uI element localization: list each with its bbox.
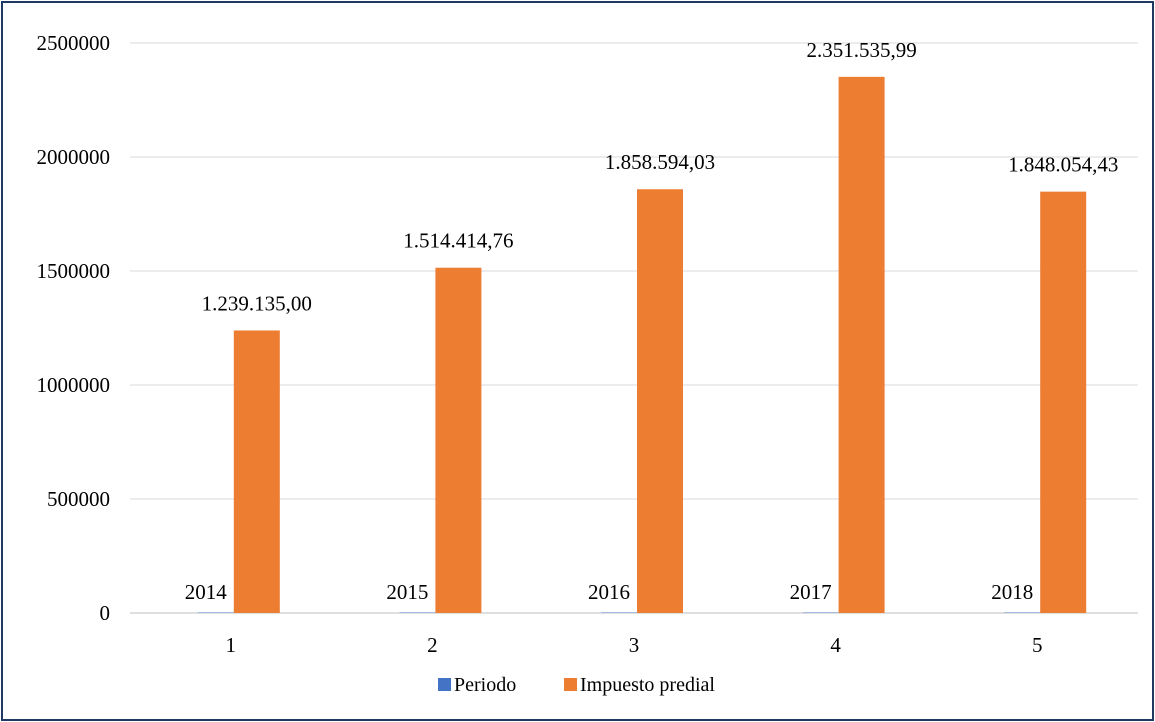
data-label-impuesto-predial: 1.514.414,76 (403, 229, 513, 253)
legend-label-impuesto-predial: Impuesto predial (580, 674, 715, 696)
bar-impuesto-predial (1040, 191, 1087, 613)
x-tick-label: 3 (629, 633, 640, 657)
x-tick-label: 4 (830, 633, 841, 657)
y-tick-label: 0 (100, 601, 111, 625)
data-label-impuesto-predial: 1.858.594,03 (605, 150, 715, 174)
data-label-impuesto-predial: 2.351.535,99 (806, 38, 916, 62)
x-tick-label: 2 (427, 633, 438, 657)
y-tick-label: 2500000 (37, 31, 111, 55)
legend-swatch-impuesto-predial (564, 678, 577, 691)
data-label-periodo: 2016 (588, 580, 630, 604)
bar-impuesto-predial (838, 76, 885, 613)
y-tick-label: 1500000 (37, 259, 111, 283)
data-label-periodo: 2015 (386, 580, 428, 604)
bar-impuesto-predial (435, 267, 482, 613)
bar-impuesto-predial (637, 189, 683, 614)
y-tick-label: 2000000 (37, 145, 111, 169)
legend-swatch-periodo (438, 678, 451, 691)
data-label-impuesto-predial: 1.239.135,00 (202, 291, 312, 315)
data-label-impuesto-predial: 1.848.054,43 (1008, 153, 1118, 177)
bar-impuesto-predial (233, 330, 280, 613)
x-tick-label: 1 (226, 633, 237, 657)
data-label-periodo: 2014 (185, 580, 228, 604)
x-tick-label: 5 (1032, 633, 1043, 657)
legend-label-periodo: Periodo (454, 674, 516, 696)
data-label-periodo: 2018 (991, 580, 1033, 604)
y-tick-label: 500000 (47, 487, 110, 511)
y-tick-label: 1000000 (37, 373, 111, 397)
data-label-periodo: 2017 (790, 580, 832, 604)
